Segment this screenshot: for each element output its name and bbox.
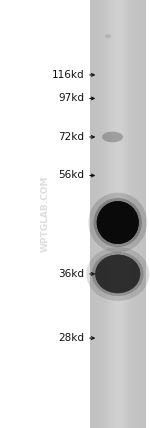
Ellipse shape: [95, 255, 140, 293]
Text: 72kd: 72kd: [58, 132, 84, 142]
Ellipse shape: [92, 252, 144, 296]
Ellipse shape: [105, 34, 111, 39]
Ellipse shape: [97, 201, 139, 244]
Text: 28kd: 28kd: [58, 333, 84, 343]
Text: 36kd: 36kd: [58, 269, 84, 279]
Ellipse shape: [97, 201, 139, 244]
Ellipse shape: [88, 193, 147, 253]
Ellipse shape: [95, 255, 140, 293]
Ellipse shape: [94, 198, 142, 247]
Text: WPTGLAB.COM: WPTGLAB.COM: [40, 176, 50, 252]
Text: 97kd: 97kd: [58, 93, 84, 104]
Ellipse shape: [86, 247, 149, 301]
Text: 56kd: 56kd: [58, 170, 84, 181]
Text: 116kd: 116kd: [51, 70, 84, 80]
Ellipse shape: [102, 132, 123, 143]
